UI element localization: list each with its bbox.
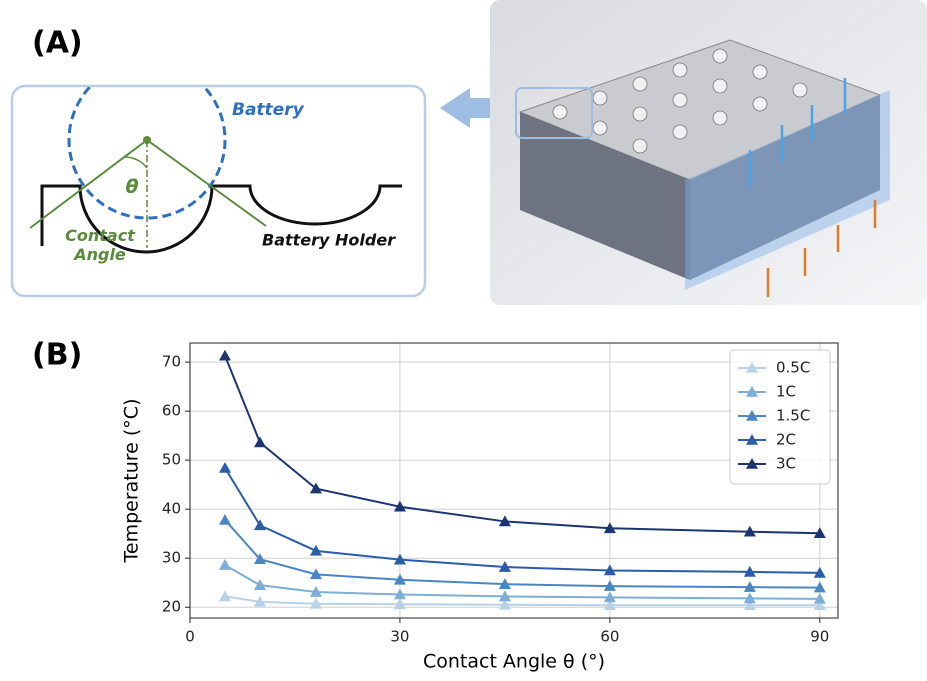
data-point — [603, 580, 616, 591]
data-point — [813, 581, 826, 593]
battery-label: Battery — [232, 100, 305, 120]
data-point — [603, 591, 616, 603]
y-tick-label: 60 — [162, 402, 181, 420]
x-tick-label: 0 — [185, 628, 195, 646]
data-point — [498, 561, 511, 572]
data-point — [309, 544, 322, 556]
data-point — [813, 599, 826, 611]
x-axis-label: Contact Angle θ (°) — [423, 651, 605, 673]
legend-label: 0.5C — [776, 359, 810, 377]
data-point — [253, 436, 266, 448]
data-point — [253, 579, 266, 590]
data-point — [743, 525, 756, 537]
data-point — [743, 592, 756, 604]
pointer-arrow — [440, 88, 505, 128]
data-point — [603, 599, 616, 611]
x-tick-label: 30 — [390, 628, 409, 646]
legend-marker — [746, 434, 758, 445]
data-point — [498, 578, 511, 589]
legend-marker — [746, 458, 758, 469]
data-point — [393, 598, 406, 610]
battery-pack-image — [490, 0, 927, 305]
contact-diagram: Battery θ Contact Angle Battery Holder — [10, 84, 427, 298]
data-point — [218, 349, 231, 361]
holder-label: Battery Holder — [262, 231, 396, 250]
data-point — [218, 559, 231, 570]
series-line — [224, 595, 820, 607]
data-point — [813, 527, 826, 538]
data-point — [253, 553, 266, 564]
x-tick-label: 90 — [810, 628, 829, 646]
legend-label: 2C — [776, 431, 796, 449]
data-point — [813, 592, 826, 604]
angle-symbol: θ — [125, 176, 138, 198]
data-point — [393, 588, 406, 600]
data-point — [743, 581, 756, 592]
legend-label: 1C — [776, 383, 796, 401]
data-point — [393, 573, 406, 585]
data-point — [309, 568, 322, 580]
series-line — [224, 564, 820, 600]
data-point — [218, 513, 231, 525]
y-tick-label: 40 — [162, 500, 181, 518]
data-point — [603, 522, 616, 534]
series-line — [224, 355, 820, 535]
plot-frame — [189, 342, 839, 619]
data-point — [309, 586, 322, 597]
data-point — [253, 519, 266, 531]
data-point — [393, 553, 406, 565]
data-point — [218, 462, 231, 473]
x-tick-label: 60 — [600, 628, 619, 646]
data-point — [603, 564, 616, 576]
legend-marker — [746, 386, 758, 397]
data-point — [253, 595, 266, 607]
y-tick-label: 50 — [162, 451, 181, 469]
data-point — [498, 598, 511, 610]
panel-label: (B) — [32, 338, 82, 373]
legend-label: 1.5C — [776, 407, 810, 425]
legend-marker — [746, 410, 758, 421]
y-tick-label: 20 — [162, 598, 181, 616]
legend-box — [729, 349, 831, 485]
data-point — [813, 566, 826, 578]
data-point — [743, 565, 756, 577]
series-line — [224, 519, 820, 589]
data-point — [309, 482, 322, 494]
data-point — [498, 590, 511, 602]
legend-label: 3C — [776, 455, 796, 473]
data-point — [393, 500, 406, 512]
data-point — [743, 599, 756, 611]
contact-angle-label: Contact Angle — [65, 226, 136, 264]
data-point — [498, 515, 511, 527]
data-point — [309, 597, 322, 609]
y-axis-label: Temperature (°C) — [121, 399, 143, 564]
y-tick-label: 30 — [162, 549, 181, 567]
legend-marker — [746, 362, 758, 373]
data-point — [218, 590, 231, 602]
panel-label: (A) — [32, 26, 83, 61]
series-line — [224, 467, 820, 574]
y-tick-label: 70 — [162, 353, 181, 371]
